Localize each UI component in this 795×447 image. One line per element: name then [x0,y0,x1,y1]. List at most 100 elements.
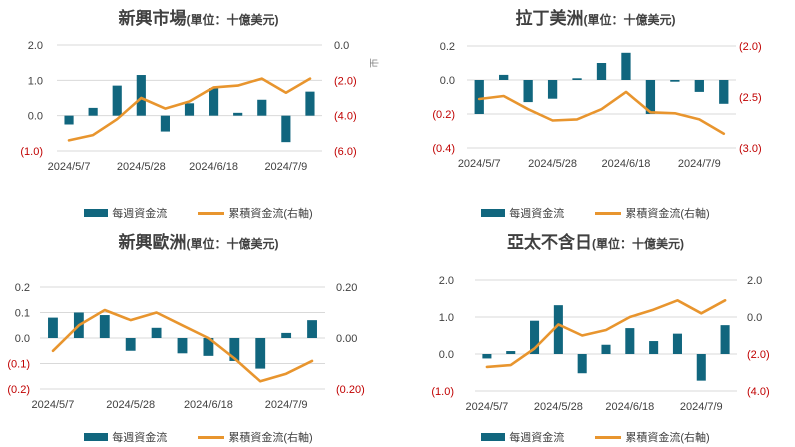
legend-bar-swatch [481,209,506,217]
legend-line-item: 累積資金流(右軸) [198,429,313,445]
x-axis-tick-label: 2024/5/28 [106,399,155,411]
chart-svg: 0.2 0.1 0.0 (0.1) (0.2) 0.20 0.00 (0.20) 2024/5/… [7,282,364,411]
x-axis-tick-label: 2024/5/7 [465,401,508,413]
left-axis-tick-label: (0.1) [7,359,30,371]
chart-title-main: 拉丁美洲 [515,9,584,28]
weekly-flow-bar [474,80,484,114]
x-axis-tick-label: 2024/5/7 [48,161,91,173]
weekly-flow-bar [203,338,214,356]
x-axis-tick-label: 2024/7/9 [264,161,307,173]
chart-title: 拉丁美洲(單位：十億美元) [397,4,794,29]
weekly-flow-bar [523,80,533,103]
left-axis-tick-label: 0.0 [439,349,454,361]
legend-bar-swatch [84,433,109,441]
left-axis-tick-label: (0.2) [432,109,455,121]
chart-title-unit: (單位：十億美元) [592,237,684,251]
left-axis-tick-label: 2.0 [439,275,454,287]
legend-bar-label: 每週資金流 [112,208,168,220]
legend-line-label: 累積資金流(右軸) [228,432,313,444]
weekly-flow-bar [506,351,516,354]
chart-svg: 2.0 1.0 0.0 (1.0) 0.0 (2.0) (4.0) (6.0) 2024/5/7… [20,40,379,173]
weekly-flow-bar [499,74,509,80]
weekly-flow-bar [645,80,656,114]
weekly-flow-bar [601,344,611,354]
x-axis-tick-label: 2024/6/18 [601,158,650,170]
legend-line-item: 累積資金流(右軸) [595,429,710,445]
left-axis-tick-label: 0.1 [15,308,30,320]
right-axis-tick-label: (3.0) [739,143,762,155]
legend-bar-item: 每週資金流 [481,429,564,445]
chart-legend: 每週資金流 累積資金流(右軸) [397,429,794,445]
chart-panel-emerging-europe: 0.2 0.1 0.0 (0.1) (0.2) 0.20 0.00 (0.20) 2024/5/… [0,224,397,447]
chart-title-main: 新興市場 [118,9,187,28]
weekly-flow-bar [720,325,730,354]
x-axis-tick-label: 2024/5/28 [117,161,166,173]
weekly-flow-bar [160,115,170,132]
weekly-flow-bar [255,338,266,369]
legend-line-swatch [198,211,225,215]
x-axis-tick-label: 2024/7/9 [678,158,721,170]
side-mark: ㄓ [367,58,379,68]
left-axis-tick-label: 0.0 [440,75,455,87]
chart-svg: 2.0 1.0 0.0 (1.0) 2.0 0.0 (2.0) (4.0) 2024/5/7 20… [431,275,770,413]
left-axis-tick-label: 1.0 [439,312,454,324]
weekly-flow-bar [209,88,219,116]
chart-legend: 每週資金流 累積資金流(右軸) [0,205,397,221]
weekly-flow-bar [625,328,635,354]
weekly-flow-bar [596,63,607,80]
left-axis-tick-label: 0.0 [15,333,30,345]
right-axis-tick-label: (2.5) [739,92,762,104]
x-axis-tick-label: 2024/5/28 [534,401,583,413]
weekly-flow-bar [112,85,122,116]
weekly-flow-bar [125,338,136,351]
left-axis-tick-label: 0.2 [440,41,455,53]
legend-bar-swatch [481,433,506,441]
weekly-flow-bar [184,103,195,116]
weekly-flow-bar [233,112,243,116]
weekly-flow-bar [177,338,188,354]
x-axis-tick-label: 2024/5/7 [458,158,501,170]
chart-legend: 每週資金流 累積資金流(右軸) [0,429,397,445]
legend-bar-label: 每週資金流 [509,432,565,444]
weekly-flow-bar [257,99,267,116]
x-axis-tick-label: 2024/6/18 [184,399,233,411]
legend-line-item: 累積資金流(右軸) [198,205,313,221]
weekly-flow-bar [136,75,146,116]
chart-title-unit: (單位：十億美元) [583,13,676,27]
weekly-flow-bar [621,52,631,80]
chart-panel-emerging-markets: 2.0 1.0 0.0 (1.0) 0.0 (2.0) (4.0) (6.0) 2024/5/7… [0,0,397,223]
left-axis-tick-label: 2.0 [28,40,43,52]
right-axis-tick-label: (2.0) [747,349,770,361]
weekly-flow-bar [530,320,540,354]
weekly-flow-bar [307,320,317,338]
legend-line-label: 累積資金流(右軸) [228,208,313,220]
weekly-flow-bar [151,327,162,338]
right-axis-tick-label: 0.00 [336,333,357,345]
right-axis-tick-label: (4.0) [334,111,357,123]
cumulative-flow-line [477,90,726,135]
legend-line-swatch [198,435,225,439]
left-axis-tick-label: 0.2 [15,282,30,294]
chart-title: 新興歐洲(單位：十億美元) [0,228,397,253]
weekly-flow-bar [694,80,704,92]
legend-bar-item: 每週資金流 [84,205,167,221]
cumulative-flow-line [485,299,727,369]
weekly-flow-bar [48,317,58,338]
left-axis-tick-label: (1.0) [431,386,454,398]
left-axis-tick-label: (0.4) [432,143,455,155]
right-axis-tick-label: (2.0) [334,75,357,87]
chart-svg: 0.2 0.0 (0.2) (0.4) (2.0) (2.5) (3.0) 2024/5/7 2… [432,41,762,170]
legend-bar-item: 每週資金流 [84,429,167,445]
x-axis-tick-label: 2024/6/18 [189,161,238,173]
right-axis-tick-label: 0.0 [334,40,349,52]
legend-line-swatch [595,435,622,439]
x-axis-tick-label: 2024/7/9 [265,399,308,411]
chart-title-main: 亞太不含日 [507,233,592,252]
weekly-flow-bar [553,305,563,354]
weekly-flow-bar [281,332,292,338]
chart-legend: 每週資金流 累積資金流(右軸) [397,205,794,221]
right-axis-tick-label: (2.0) [739,41,762,53]
weekly-flow-bar [99,315,110,338]
legend-line-swatch [595,211,622,215]
weekly-flow-bar [229,338,240,361]
